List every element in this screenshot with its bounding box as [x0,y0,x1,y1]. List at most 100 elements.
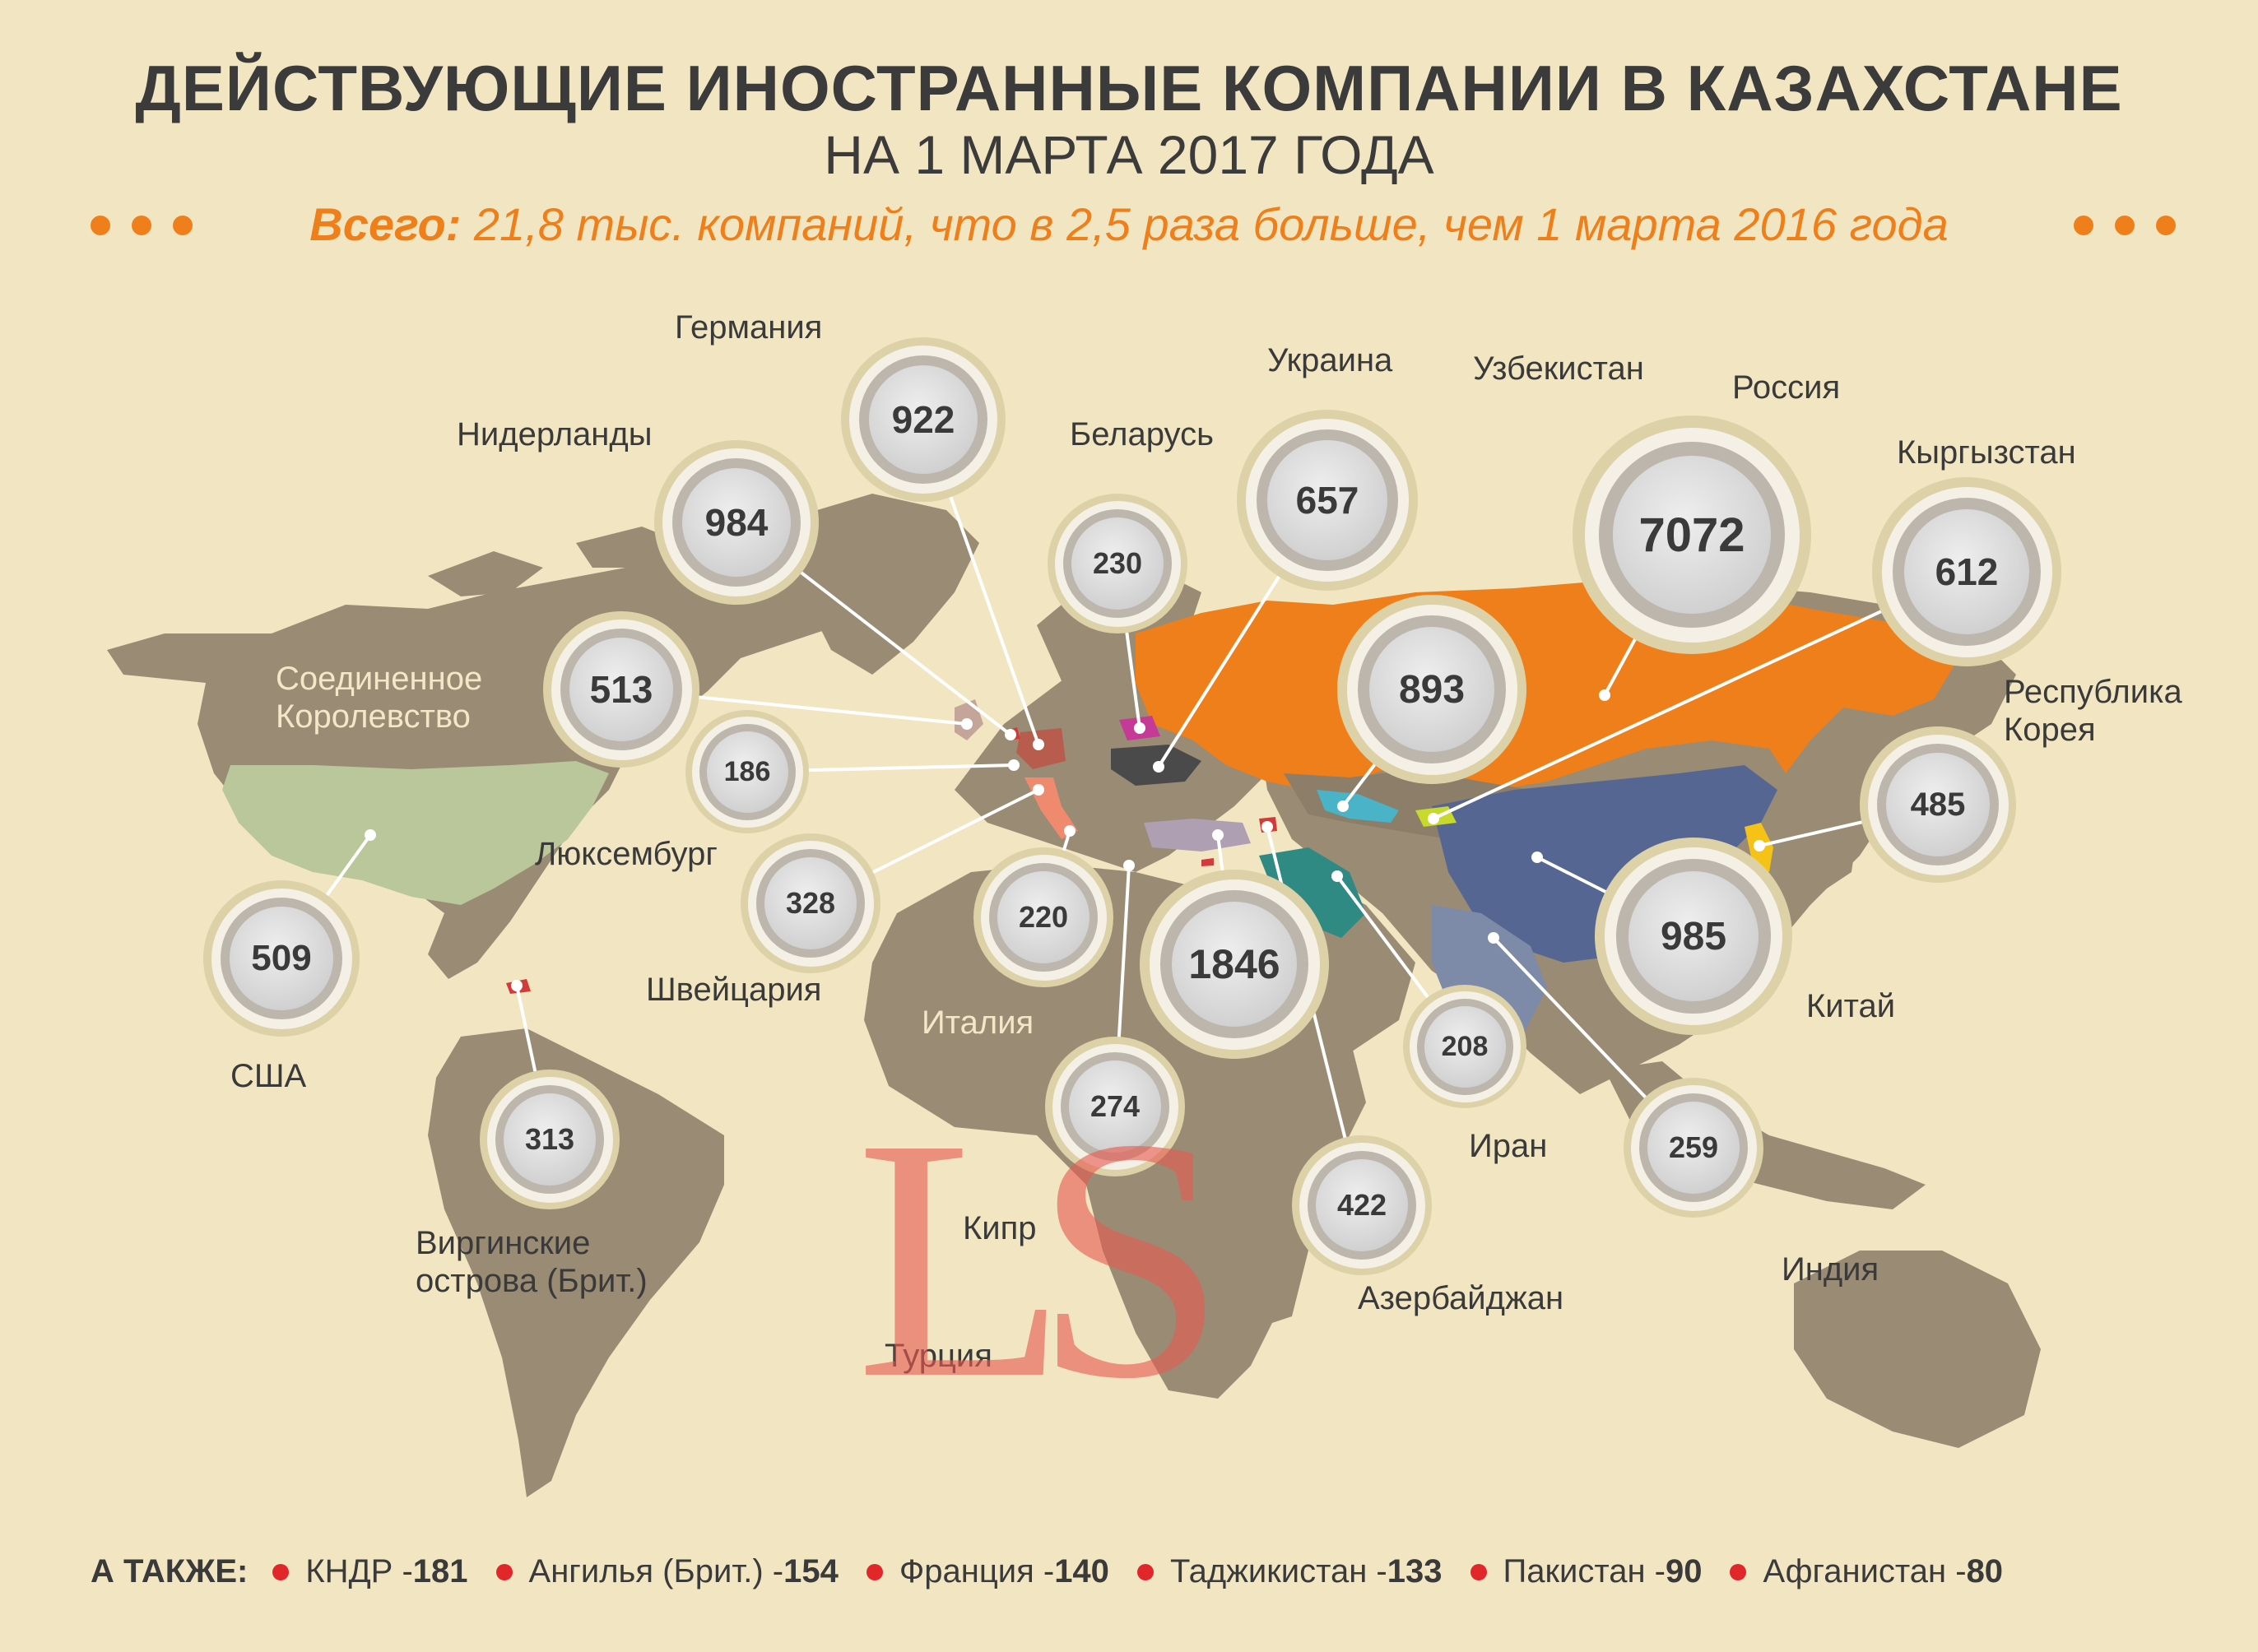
footer-item-name: КНДР - [305,1553,413,1589]
bubble-russia: 7072 [1573,415,1811,654]
anchor-dot-germany [1033,739,1044,750]
country-label-uk: Соединенное Королевство [276,661,483,735]
page-subtitle: НА 1 МАРТА 2017 ГОДА [824,124,1434,185]
country-label-switzerland: Швейцария [646,972,822,1008]
bubble-value-italy: 220 [997,870,1090,964]
footer-item-value: 90 [1665,1553,1703,1589]
bubble-value-switzerland: 328 [764,856,857,950]
uzbekistan-shape [1317,790,1399,823]
footer-item-name: Пакистан - [1503,1553,1666,1589]
arctic-islands-shape [428,527,683,596]
bubble-value-uk: 513 [569,638,673,741]
footer-also-list: А ТАКЖЕ: КНДР - 181 Ангилья (Брит.) - 15… [91,1553,2031,1590]
red-dot-icon [495,1563,513,1580]
total-text: 21,8 тыс. компаний, что в 2,5 раза больш… [461,198,1949,250]
bubble-india: 259 [1624,1078,1763,1218]
decorative-dots-right [2074,216,2176,235]
bubble-value-iran: 208 [1424,1005,1506,1088]
bubble-value-belarus: 230 [1071,517,1164,610]
iran-shape [1259,847,1366,938]
japan-shape [1810,782,1860,889]
country-label-china: Китай [1806,988,1896,1024]
madagascar-shape [1259,1209,1308,1325]
bubble-luxembourg: 186 [685,710,809,833]
country-label-ukraine: Украина [1267,342,1393,378]
bubble-switzerland: 328 [741,833,880,973]
bubble-value-cyprus: 274 [1068,1060,1162,1153]
red-dot-icon [1730,1563,1747,1580]
bubble-value-germany: 922 [869,365,978,474]
bubble-korea: 485 [1860,726,2016,883]
country-label-turkey: Турция [885,1338,992,1374]
bubble-value-uzbekistan: 893 [1369,627,1494,752]
bubble-virgin-islands: 313 [480,1070,620,1209]
country-label-cyprus: Кипр [963,1210,1037,1246]
country-label-germany: Германия [675,309,823,346]
red-dot-icon [866,1563,883,1580]
bubble-ukraine: 657 [1237,410,1418,591]
bubble-iran: 208 [1403,985,1526,1108]
country-label-russia: Россия [1732,369,1841,406]
anchor-dot-kyrgyzstan [1428,813,1439,824]
footer-item-value: 80 [1966,1553,2004,1589]
anchor-dot-uk [961,718,973,730]
country-label-india: Индия [1782,1251,1879,1288]
anchor-dot-azerbaijan [1261,821,1273,833]
country-label-uzbekistan: Узбекистан [1473,350,1644,387]
red-dot-icon [1470,1563,1487,1580]
footer-item-name: Таджикистан - [1169,1553,1387,1589]
bubble-germany: 922 [841,337,1006,502]
bubble-belarus: 230 [1048,494,1187,633]
bubble-azerbaijan: 422 [1292,1135,1432,1275]
anchor-dot-turkey [1212,829,1224,841]
bubble-value-kyrgyzstan: 612 [1904,509,2029,634]
connector-line-kyrgyzstan [1433,570,1968,820]
anchor-dot-belarus [1134,722,1145,734]
country-label-virgin-islands: Виргинские острова (Брит.) [416,1225,648,1299]
footer-item-pakistan: Пакистан - 90 [1470,1553,1703,1590]
country-label-korea: Республика Корея [2004,674,2182,748]
bubble-value-china: 985 [1628,870,1759,1002]
bubble-kyrgyzstan: 612 [1872,477,2061,666]
country-label-usa: США [230,1058,307,1094]
bubble-china: 985 [1595,838,1792,1035]
footer-item-tajikistan: Таджикистан - 133 [1136,1553,1443,1590]
total-lead: Всего: [309,198,462,250]
bubble-value-india: 259 [1647,1101,1740,1195]
bubble-value-russia: 7072 [1613,456,1771,614]
country-label-belarus: Беларусь [1070,416,1214,452]
country-label-iran: Иран [1469,1128,1548,1164]
country-label-azerbaijan: Азербайджан [1358,1280,1564,1316]
anchor-dot-ukraine [1153,761,1164,773]
watermark-logo: LS [856,1067,1226,1450]
bubble-value-azerbaijan: 422 [1315,1158,1409,1252]
anchor-dot-russia [1599,689,1610,701]
anchor-dot-switzerland [1033,784,1044,796]
bubble-value-usa: 509 [230,907,333,1010]
bubble-value-korea: 485 [1886,753,1990,856]
australia-shape [1794,1251,2041,1448]
footer-item-value: 181 [412,1553,468,1589]
china-shape [1432,765,1777,963]
anchor-dot-luxembourg [1008,759,1020,771]
anchor-dot-cyprus [1123,860,1135,871]
country-label-luxembourg: Люксембург [535,836,718,872]
footer-item-name: Афганистан - [1763,1553,1967,1589]
bubble-turkey: 1846 [1140,870,1329,1059]
anchor-dots [365,689,1765,991]
footer-item-value: 154 [783,1553,839,1589]
footer-item-afghanistan: Афганистан - 80 [1730,1553,2003,1590]
footer-item-kndr: КНДР - 181 [272,1553,468,1590]
country-label-italy: Италия [922,1005,1034,1041]
footer-item-france: Франция - 140 [866,1553,1109,1590]
bubble-italy: 220 [973,847,1113,987]
footer-item-name: Франция - [899,1553,1055,1589]
footer-lead: А ТАКЖЕ: [91,1553,249,1589]
anchor-dot-korea [1754,840,1765,852]
footer-item-name: Ангилья (Брит.) - [528,1553,784,1589]
page-title: ДЕЙСТВУЮЩИЕ ИНОСТРАННЫЕ КОМПАНИИ В КАЗАХ… [135,52,2123,124]
footer-item-anguilla: Ангилья (Брит.) - 154 [495,1553,839,1590]
bubble-value-luxembourg: 186 [706,731,788,813]
bubble-value-ukraine: 657 [1267,440,1387,560]
bubble-value-netherlands: 984 [682,468,791,577]
